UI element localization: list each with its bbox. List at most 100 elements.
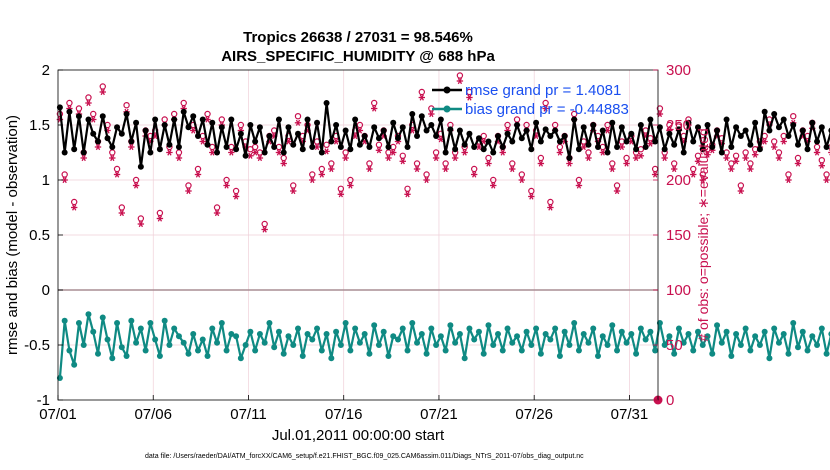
bias-point: [390, 333, 397, 340]
evaluated-marker: [490, 182, 497, 189]
rmse-point: [575, 146, 582, 153]
bias-point: [61, 317, 68, 324]
evaluated-marker-stroke: [443, 165, 448, 173]
bias-point: [175, 333, 182, 340]
rmse-point: [728, 144, 735, 150]
rmse-point: [604, 149, 611, 156]
evaluated-marker-stroke: [695, 158, 701, 165]
rmse-point: [495, 133, 501, 139]
evaluated-marker: [80, 154, 87, 162]
evaluated-marker-stroke: [700, 176, 705, 184]
evaluated-marker: [385, 154, 392, 162]
bias-point: [204, 353, 211, 359]
evaluated-marker-stroke: [348, 182, 353, 189]
possible-marker: [609, 160, 616, 167]
evaluated-marker: [94, 143, 102, 151]
evaluated-marker-stroke: [386, 154, 391, 162]
rmse-point: [380, 127, 387, 134]
possible-marker: [232, 187, 240, 195]
bias-point: [575, 347, 582, 354]
evaluated-marker: [137, 220, 145, 228]
evaluated-marker: [85, 99, 92, 107]
bias-point: [556, 353, 563, 359]
possible-marker: [537, 154, 545, 162]
rmse-point: [709, 144, 716, 150]
x-tick-label: 07/11: [230, 406, 266, 423]
rmse-point: [818, 124, 825, 131]
bias-point: [809, 333, 816, 340]
bias-point: [342, 320, 349, 326]
possible-marker: [213, 204, 221, 211]
possible-marker: [823, 171, 830, 178]
rmse-point: [199, 116, 206, 123]
rmse-point: [152, 116, 159, 123]
rmse-point: [114, 124, 121, 131]
bias-point: [547, 336, 554, 343]
rmse-point: [180, 108, 187, 115]
rmse-point: [295, 130, 301, 137]
evaluated-marker-stroke: [819, 162, 824, 169]
evaluated-marker-stroke: [429, 110, 434, 118]
rmse-line: [58, 101, 830, 168]
evaluated-marker: [580, 143, 587, 151]
bias-point: [147, 320, 154, 326]
legend-rmse-label: rmse grand pr = 1.4081: [465, 82, 621, 99]
bias-point: [752, 333, 759, 340]
rmse-point: [56, 104, 63, 111]
rmse-point: [271, 144, 278, 150]
rmse-point: [733, 124, 740, 131]
possible-marker: [309, 171, 316, 178]
evaluated-marker: [423, 176, 430, 184]
rmse-point: [514, 122, 521, 128]
evaluated-marker-stroke: [748, 165, 753, 173]
evaluated-marker: [723, 154, 730, 162]
bias-point: [804, 347, 811, 354]
rmse-point: [285, 124, 292, 131]
evaluated-marker-stroke: [724, 154, 729, 162]
evaluated-marker: [518, 176, 526, 184]
evaluated-marker: [609, 165, 616, 173]
possible-marker: [209, 143, 216, 151]
bias-point: [252, 347, 259, 354]
evaluated-marker-stroke: [176, 154, 182, 162]
evaluated-marker: [232, 193, 240, 200]
chart-title-line1: Tropics 26638 / 27031 = 98.546%: [243, 29, 473, 46]
bias-point: [447, 322, 454, 329]
legend-bias-label: bias grand pr = -0.44883: [465, 101, 629, 118]
evaluated-marker-stroke: [548, 204, 553, 211]
bias-point: [199, 336, 206, 343]
evaluated-marker: [566, 160, 573, 167]
rmse-point: [466, 130, 473, 137]
bias-point: [795, 344, 801, 351]
rmse-point: [790, 122, 797, 128]
possible-marker: [318, 165, 326, 173]
rmse-point: [395, 135, 401, 142]
rmse-point: [623, 138, 630, 145]
bias-point: [628, 331, 635, 337]
rmse-point: [537, 138, 544, 145]
possible-marker: [347, 176, 354, 184]
bias-point: [709, 350, 716, 357]
evaluated-marker: [223, 182, 230, 189]
evaluated-marker: [337, 191, 345, 198]
bias-point: [242, 342, 249, 348]
possible-marker: [732, 152, 740, 159]
evaluated-marker-stroke: [272, 132, 277, 140]
evaluated-marker-stroke: [367, 165, 372, 173]
bias-point: [399, 325, 406, 332]
rmse-point: [275, 116, 282, 123]
evaluated-marker-stroke: [691, 171, 696, 178]
rmse-point: [128, 138, 135, 145]
rmse-point: [223, 144, 230, 150]
evaluated-marker: [113, 171, 121, 178]
bias-point: [223, 347, 230, 354]
evaluated-marker: [128, 143, 135, 151]
rmse-point: [618, 124, 625, 131]
evaluated-marker-stroke: [467, 94, 472, 101]
possible-marker: [90, 110, 97, 118]
evaluated-marker-stroke: [357, 127, 363, 134]
evaluated-marker-stroke: [519, 176, 524, 184]
bias-point: [361, 331, 368, 337]
evaluated-marker-stroke: [329, 165, 334, 173]
rmse-point: [399, 124, 406, 131]
